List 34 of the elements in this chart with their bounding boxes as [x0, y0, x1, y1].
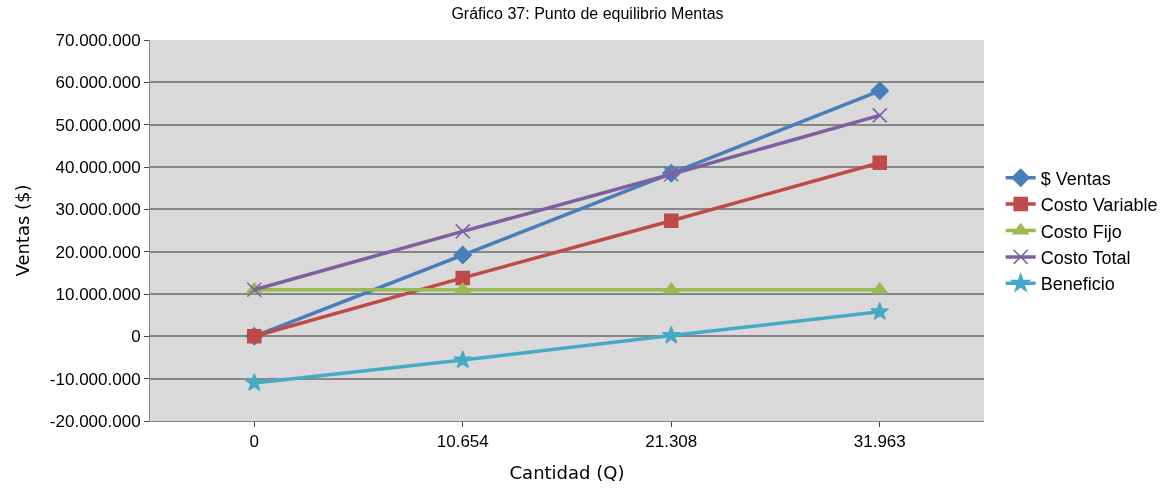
- point: [870, 301, 890, 320]
- legend-label: Costo Total: [1040, 247, 1131, 268]
- y-tick-label: -10.000.000: [49, 369, 141, 389]
- chart-title: Gráfico 37: Punto de equilibrio Mentas: [451, 4, 724, 22]
- point: [872, 107, 888, 124]
- point: [872, 155, 887, 171]
- point: [246, 282, 262, 298]
- point: [661, 325, 681, 344]
- legend-label: $ Ventas: [1040, 168, 1111, 189]
- y-axis-title: Ventas ($): [12, 184, 34, 277]
- y-tick-label: 10.000.000: [55, 284, 141, 304]
- y-tick-label: 0: [131, 327, 141, 347]
- point: [455, 223, 471, 240]
- legend-label: Costo Variable: [1040, 195, 1158, 216]
- point: [453, 245, 472, 265]
- y-tick-label: 40.000.000: [55, 157, 141, 177]
- point: [870, 81, 889, 100]
- y-tick-label: 30.000.000: [55, 200, 141, 220]
- point: [664, 213, 679, 229]
- point: [453, 350, 473, 369]
- point: [244, 373, 264, 392]
- x-tick-label: 0: [249, 432, 259, 452]
- y-tick-label: 60.000.000: [55, 73, 141, 93]
- x-tick-label: 21.308: [645, 432, 698, 452]
- legend-label: Costo Fijo: [1040, 221, 1122, 242]
- y-tick-label: 70.000.000: [55, 30, 141, 50]
- legend-label: Beneficio: [1040, 274, 1115, 295]
- y-tick-label: 50.000.000: [55, 115, 141, 135]
- x-axis-title: Cantidad (Q): [509, 461, 625, 483]
- point: [455, 270, 470, 286]
- x-tick-label: 31.963: [853, 432, 906, 452]
- y-tick-label: 20.000.000: [55, 242, 141, 262]
- x-tick-label: 10.654: [436, 432, 489, 452]
- y-tick-label: -20.000.000: [49, 411, 141, 431]
